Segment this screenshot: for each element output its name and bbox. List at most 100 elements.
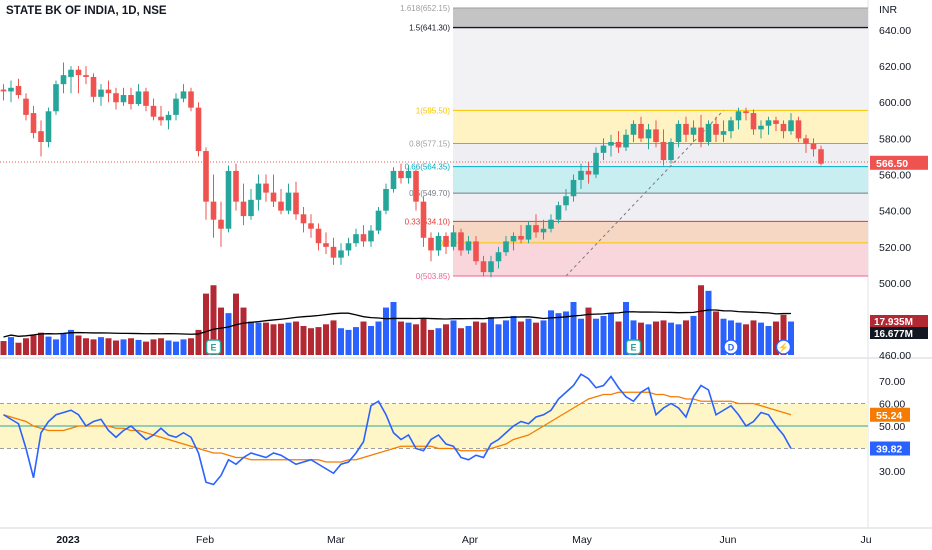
rsi-line (3, 373, 792, 486)
candle-body (420, 201, 427, 238)
candle-body (90, 76, 97, 97)
volume-bar (255, 322, 262, 355)
rsi-ma-line (3, 391, 792, 463)
candle-body (323, 243, 329, 247)
volume-bar (653, 321, 659, 355)
candle-body (570, 179, 577, 197)
volume-bar (728, 320, 734, 355)
volume-bar (435, 328, 442, 355)
candle-body (735, 111, 742, 121)
price-axis-tick: 640.00 (879, 25, 911, 37)
candle-body (195, 107, 202, 152)
candle-body (473, 241, 479, 262)
volume-bar (645, 324, 652, 355)
volume-bar (315, 327, 322, 355)
candle-body (683, 123, 689, 135)
event-marker: E (205, 339, 222, 355)
candle-body (368, 230, 374, 242)
time-axis-tick: Apr (462, 534, 479, 546)
candle-body (510, 235, 517, 242)
volume-bar (585, 307, 592, 355)
fib-zone (453, 193, 868, 222)
candle-body (623, 134, 629, 148)
time-axis-tick: May (572, 534, 593, 546)
fib-zone (453, 27, 868, 111)
candle-body (645, 129, 652, 139)
volume-bar (68, 329, 74, 355)
candle-body (285, 192, 292, 211)
price-axis-tick: 620.00 (879, 61, 911, 73)
volume-bar (300, 325, 307, 355)
candle-body (353, 234, 359, 244)
last-price-badge (870, 155, 928, 170)
candle-body (83, 75, 89, 77)
candle-body (300, 214, 307, 224)
event-marker-shape (723, 339, 739, 355)
rsi-axis-tick: 60.00 (879, 399, 905, 411)
candle-body (675, 123, 682, 142)
candle-body (593, 152, 599, 175)
volume-bar (465, 325, 472, 355)
candle-body (180, 91, 187, 99)
volume-bar (83, 338, 89, 355)
fib-level-label: 0.66(564.35) (405, 163, 451, 172)
candle-body (75, 69, 82, 76)
volume-bar (278, 323, 284, 355)
volume-bar (15, 342, 22, 355)
candle-body (143, 91, 149, 106)
candle-body (578, 170, 584, 180)
volume-bar (38, 332, 44, 355)
candle-body (345, 243, 352, 251)
currency-label: INR (879, 4, 898, 16)
candle-body (818, 149, 824, 164)
candle-body (218, 219, 224, 229)
volume-bar (90, 339, 97, 355)
candle-body (278, 201, 284, 211)
candle-body (728, 120, 734, 132)
candle-body (518, 235, 524, 240)
candle-body (38, 131, 44, 142)
price-axis-tick: 460.00 (879, 350, 911, 362)
event-marker-label: D (728, 343, 735, 353)
volume-bar (53, 339, 59, 355)
volume-bar (128, 338, 134, 355)
rsi-axis-tick: 30.00 (879, 466, 905, 478)
volume-bar (780, 314, 787, 355)
candle-body (585, 170, 592, 175)
volume-bar (135, 339, 142, 355)
fib-zone (453, 221, 868, 243)
volume-bar (173, 341, 179, 355)
volume-bar (705, 290, 712, 355)
volume-bar (345, 329, 352, 355)
volume-bar (638, 322, 644, 355)
candle-body (435, 235, 442, 251)
volume-bar (353, 327, 359, 355)
candle-body (135, 91, 142, 105)
candle-body (68, 69, 74, 77)
volume-bar (600, 315, 607, 355)
candle-body (338, 250, 344, 258)
volume-bar (563, 311, 569, 355)
volume-bar (503, 320, 509, 355)
candle-body (53, 84, 59, 112)
candle-body (113, 93, 119, 103)
candle-body (360, 234, 367, 242)
rsi-ma-label: 55.24 (876, 410, 902, 422)
candle-body (120, 95, 127, 103)
volume-bar (405, 322, 412, 355)
candle-body (375, 210, 382, 231)
volume-bar (788, 321, 794, 355)
candle-body (398, 170, 404, 179)
volume-bar (75, 335, 82, 355)
candle-body (165, 114, 172, 121)
fib-level-label: 1(595.50) (416, 106, 451, 115)
candle-body (533, 225, 539, 233)
volume-bar (338, 328, 344, 355)
candle-body (450, 232, 457, 247)
volume-bar (285, 322, 292, 355)
volume-bar (683, 320, 689, 355)
rsi-label: 39.82 (876, 444, 902, 456)
volume-bar (608, 313, 614, 355)
volume-bar (398, 321, 404, 355)
fib-zone (453, 8, 868, 28)
